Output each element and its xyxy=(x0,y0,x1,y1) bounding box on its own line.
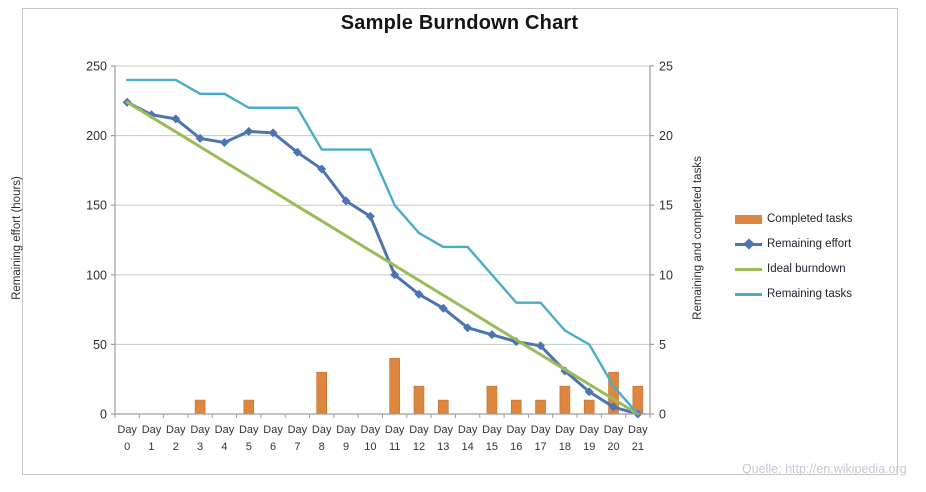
x-axis-label: Day 12 xyxy=(409,424,429,453)
remaining-effort-marker xyxy=(171,114,181,124)
x-axis-label: Day 5 xyxy=(239,424,259,453)
legend-label: Completed tasks xyxy=(767,213,853,225)
x-axis-label: Day 21 xyxy=(628,424,648,453)
completed-tasks-bar xyxy=(559,385,571,415)
x-axis-label: Day 0 xyxy=(117,424,137,453)
remaining-effort-marker xyxy=(536,341,546,351)
x-axis-label: Day 9 xyxy=(336,424,356,453)
completed-tasks-bar xyxy=(583,399,595,415)
left-axis-tick-label: 50 xyxy=(93,338,107,352)
right-axis-tick-label: 20 xyxy=(659,129,673,143)
remaining-effort-marker xyxy=(609,402,619,412)
left-axis-tick-label: 100 xyxy=(86,268,107,282)
x-axis-label: Day 20 xyxy=(604,424,624,453)
remaining-effort-marker xyxy=(341,196,351,206)
legend-item-remaining-effort: Remaining effort xyxy=(735,236,853,252)
ideal-burndown-swatch-icon xyxy=(735,261,762,277)
left-axis-tick-label: 250 xyxy=(86,60,107,74)
x-axis-label: Day 13 xyxy=(434,424,454,453)
x-axis-label: Day 11 xyxy=(385,424,405,453)
completed-tasks-bar xyxy=(510,399,522,415)
completed-tasks-bar xyxy=(389,358,400,415)
remaining-effort-marker xyxy=(365,211,375,221)
x-axis-label: Day 19 xyxy=(579,424,599,453)
legend: Completed tasks Remaining effort Ideal bur… xyxy=(735,211,853,302)
completed-tasks-bar xyxy=(413,385,425,415)
x-axis-label: Day 3 xyxy=(190,424,210,453)
left-axis-tick-label: 150 xyxy=(86,199,107,213)
remaining-effort-marker xyxy=(584,387,594,397)
x-axis-label: Day 6 xyxy=(263,424,283,453)
remaining-effort-marker xyxy=(292,147,302,157)
remaining-effort-marker xyxy=(414,289,424,299)
completed-tasks-bar xyxy=(316,371,328,415)
completed-tasks-bar xyxy=(437,399,449,415)
completed-tasks-bar xyxy=(194,399,206,415)
completed-tasks-bar xyxy=(243,399,255,415)
x-axis-label: Day 2 xyxy=(166,424,186,453)
x-axis-label: Day 1 xyxy=(142,424,162,453)
remaining-effort-marker xyxy=(219,138,229,148)
right-axis-tick-label: 0 xyxy=(659,408,666,422)
legend-item-remaining-tasks: Remaining tasks xyxy=(735,286,853,302)
x-axis-label: Day 18 xyxy=(555,424,575,453)
right-axis-tick-label: 5 xyxy=(659,338,666,352)
x-axis-label: Day 14 xyxy=(458,424,478,453)
source-attribution: Quelle: http://en.wikipedia.org xyxy=(742,462,907,476)
legend-label: Remaining effort xyxy=(767,238,852,250)
remaining-effort-line xyxy=(125,100,640,416)
legend-label: Remaining tasks xyxy=(767,288,853,300)
legend-item-ideal-burndown: Ideal burndown xyxy=(735,261,853,277)
remaining-effort-marker xyxy=(244,126,254,136)
remaining-effort-marker xyxy=(268,128,278,138)
left-axis-tick-label: 0 xyxy=(100,408,107,422)
remaining-tasks-line xyxy=(125,78,640,416)
completed-tasks-swatch-icon xyxy=(735,211,762,227)
x-axis-label: Day 4 xyxy=(215,424,235,453)
right-axis-tick-label: 10 xyxy=(659,268,673,282)
legend-label: Ideal burndown xyxy=(767,263,846,275)
x-axis-label: Day 8 xyxy=(312,424,332,453)
remaining-effort-marker xyxy=(438,303,448,313)
left-axis-tick-label: 200 xyxy=(86,129,107,143)
remaining-tasks-swatch-icon xyxy=(735,286,762,302)
remaining-effort-marker xyxy=(390,270,400,280)
remaining-effort-marker xyxy=(463,323,473,333)
ideal-burndown-line xyxy=(125,100,640,416)
x-axis-label: Day 7 xyxy=(288,424,308,453)
remaining-effort-marker xyxy=(317,164,327,174)
remaining-effort-marker xyxy=(195,133,205,143)
x-axis-label: Day 10 xyxy=(361,424,381,453)
remaining-effort-marker xyxy=(487,330,497,340)
right-axis-tick-label: 25 xyxy=(659,60,673,74)
x-axis-label: Day 17 xyxy=(531,424,551,453)
x-axis-label: Day 15 xyxy=(482,424,502,453)
chart-title: Sample Burndown Chart xyxy=(340,12,579,34)
remaining-effort-swatch-icon xyxy=(735,236,762,252)
completed-tasks-bar xyxy=(535,399,546,415)
x-axis-label: Day 16 xyxy=(506,424,526,453)
completed-tasks-bar xyxy=(486,385,498,415)
right-axis-tick-label: 15 xyxy=(659,199,673,213)
legend-item-completed-tasks: Completed tasks xyxy=(735,211,853,227)
